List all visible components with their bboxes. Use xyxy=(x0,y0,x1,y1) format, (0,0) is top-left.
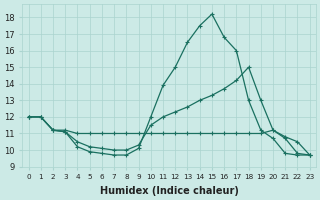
X-axis label: Humidex (Indice chaleur): Humidex (Indice chaleur) xyxy=(100,186,239,196)
